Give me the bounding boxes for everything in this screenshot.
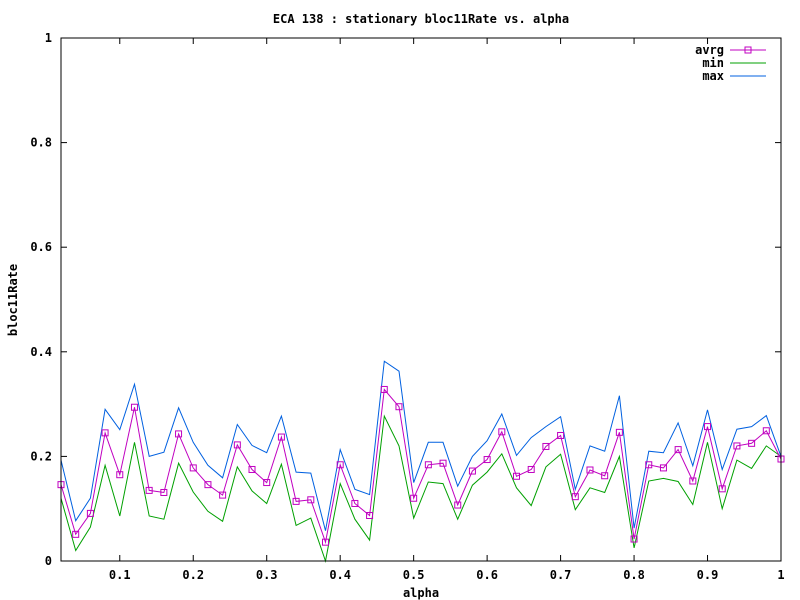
data-point-avrg (586, 466, 594, 474)
legend-marker-avrg (744, 46, 752, 54)
data-point-avrg (498, 428, 506, 436)
data-point-avrg (86, 509, 94, 517)
series-line-min (60, 414, 782, 563)
data-point-avrg (204, 481, 212, 489)
data-point-avrg (116, 471, 124, 479)
data-point-avrg (689, 477, 697, 485)
series-line-max (60, 360, 782, 531)
data-point-avrg (571, 493, 579, 501)
data-point-avrg (542, 442, 550, 450)
data-point-avrg (659, 464, 667, 472)
y-tick-label: 0.2 (30, 449, 52, 463)
axes: 0.1 0.2 0.3 0.4 0.5 0.6 0.7 0.8 0.9 1 0 0.2 0.4 0.6 0.… (30, 31, 784, 582)
data-point-avrg (527, 465, 535, 473)
data-point-avrg (439, 459, 447, 467)
legend-label-avrg: avrg (695, 43, 724, 57)
data-point-avrg (454, 501, 462, 509)
data-point-avrg (248, 465, 256, 473)
x-tick-label: 0.4 (329, 568, 351, 582)
legend-label-min: min (702, 56, 724, 70)
data-point-avrg (674, 446, 682, 454)
chart-title: ECA 138 : stationary bloc11Rate vs. alph… (273, 12, 569, 26)
data-point-avrg (630, 535, 638, 543)
x-tick-label: 0.5 (403, 568, 425, 582)
data-point-avrg (175, 430, 183, 438)
data-point-avrg (468, 467, 476, 475)
data-point-avrg (762, 427, 770, 435)
data-point-avrg (336, 461, 344, 469)
series-min (60, 414, 782, 563)
y-tick-label: 0.4 (30, 345, 52, 359)
legend-label-max: max (702, 69, 724, 83)
data-point-avrg (321, 538, 329, 546)
data-point-avrg (615, 428, 623, 436)
data-point-avrg (366, 511, 374, 519)
data-point-avrg (557, 431, 565, 439)
data-point-avrg (645, 461, 653, 469)
y-tick-label: 0.6 (30, 240, 52, 254)
y-tick-label: 1 (45, 31, 52, 45)
data-point-avrg (307, 496, 315, 504)
data-point-avrg (219, 491, 227, 499)
plot-frame (60, 37, 782, 562)
x-tick-label: 0.7 (550, 568, 572, 582)
data-point-avrg (263, 479, 271, 487)
data-point-avrg (513, 472, 521, 480)
y-tick-label: 0 (45, 554, 52, 568)
data-point-avrg (601, 472, 609, 480)
series-avrg (57, 385, 785, 546)
data-point-avrg (145, 486, 153, 494)
data-point-avrg (483, 456, 491, 464)
data-point-avrg (424, 461, 432, 469)
data-point-avrg (704, 423, 712, 431)
data-point-avrg (72, 530, 80, 538)
data-point-avrg (101, 429, 109, 437)
data-point-avrg (351, 499, 359, 507)
data-point-avrg (410, 494, 418, 502)
x-tick-label: 0.6 (476, 568, 498, 582)
data-point-avrg (718, 485, 726, 493)
x-tick-label: 0.3 (256, 568, 278, 582)
x-tick-label: 1 (777, 568, 784, 582)
data-point-avrg (380, 385, 388, 393)
data-point-avrg (292, 497, 300, 505)
x-tick-label: 0.1 (109, 568, 131, 582)
x-tick-label: 0.2 (182, 568, 204, 582)
data-point-avrg (160, 488, 168, 496)
data-point-avrg (277, 433, 285, 441)
data-point-avrg (733, 442, 741, 450)
data-point-avrg (130, 403, 138, 411)
data-point-avrg (395, 403, 403, 411)
x-axis-label: alpha (403, 586, 439, 600)
x-tick-label: 0.9 (697, 568, 719, 582)
data-point-avrg (748, 439, 756, 447)
series-max (60, 360, 782, 531)
data-point-avrg (233, 441, 241, 449)
y-axis-label: bloc11Rate (6, 264, 20, 336)
y-tick-label: 0.8 (30, 136, 52, 150)
x-tick-label: 0.8 (623, 568, 645, 582)
series-line-avrg (60, 388, 782, 545)
series-layer (57, 360, 785, 563)
data-point-avrg (189, 464, 197, 472)
